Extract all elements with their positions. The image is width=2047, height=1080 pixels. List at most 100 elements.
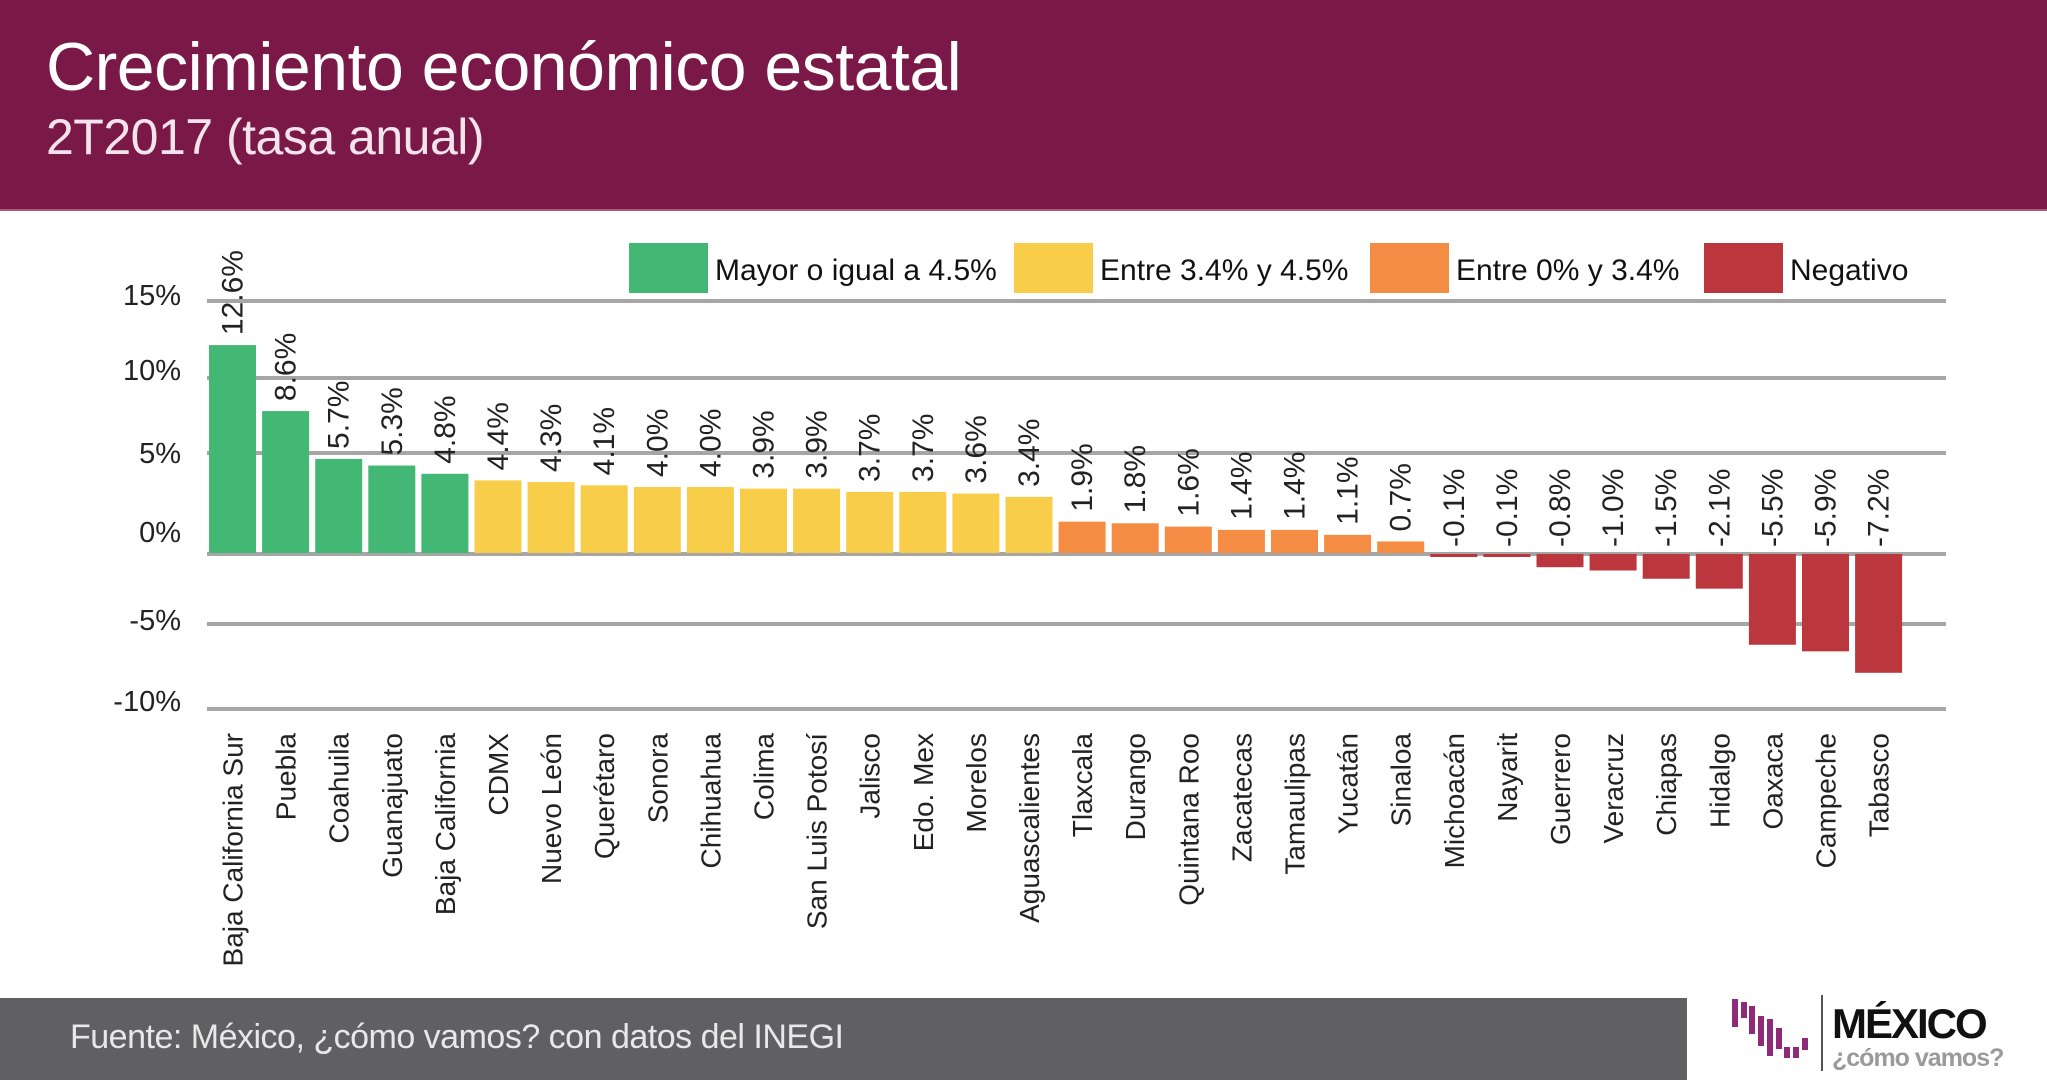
logo-bar	[1767, 1019, 1773, 1056]
bars	[209, 345, 1903, 673]
x-tick-label: Tamaulipas	[1280, 733, 1311, 875]
y-axis: 15% 10% 5% 0% -5% -10%	[113, 280, 181, 718]
x-tick-label: Campeche	[1811, 733, 1842, 868]
value-label: -7.2%	[1863, 469, 1896, 547]
x-tick-label: Coahuila	[324, 733, 355, 844]
logo-tagline: ¿cómo vamos?	[1832, 1044, 2004, 1072]
bar	[740, 488, 787, 553]
x-tick-label: San Luis Potosí	[802, 733, 833, 929]
x-tick-label: CDMX	[483, 733, 514, 816]
y-tick-label: 0%	[139, 517, 181, 549]
logo-bar	[1793, 1047, 1799, 1058]
source-note: Fuente: México, ¿cómo vamos? con datos d…	[70, 1018, 844, 1056]
value-label: 0.7%	[1385, 463, 1418, 531]
logo-bar	[1749, 1006, 1755, 1034]
bar	[1748, 554, 1796, 645]
value-label: 12.6%	[217, 250, 250, 335]
bar	[846, 491, 894, 553]
bar	[368, 465, 416, 553]
y-tick-label: -5%	[129, 605, 181, 637]
header-banner: Crecimiento económico estatal 2T2017 (ta…	[0, 0, 2047, 211]
legend-item: Entre 3.4% y 4.5%	[1014, 243, 1348, 293]
value-label: -0.1%	[1491, 469, 1524, 547]
bar	[1377, 541, 1425, 553]
legend-item: Entre 0% y 3.4%	[1370, 243, 1679, 293]
x-tick-label: Sonora	[642, 733, 673, 824]
footer-bar: Fuente: México, ¿cómo vamos? con datos d…	[0, 998, 1687, 1080]
bar	[686, 487, 734, 553]
value-label: 3.4%	[1013, 419, 1046, 487]
value-label: -0.8%	[1544, 469, 1577, 547]
x-tick-label: Oaxaca	[1757, 733, 1788, 830]
bar	[1695, 554, 1743, 589]
y-tick-label: 15%	[123, 280, 181, 312]
value-label: 1.9%	[1066, 443, 1099, 511]
value-label: 5.7%	[323, 381, 356, 449]
value-label: 1.8%	[1119, 445, 1152, 513]
logo-divider	[1821, 995, 1823, 1071]
value-label: 4.0%	[694, 409, 727, 477]
x-tick-label: Baja California Sur	[218, 733, 249, 966]
bar	[1483, 554, 1531, 557]
bar	[793, 488, 841, 553]
x-tick-label: Hidalgo	[1704, 733, 1735, 828]
legend-item: Mayor o igual a 4.5%	[629, 243, 997, 293]
bar	[262, 411, 310, 553]
value-label: 3.9%	[748, 410, 781, 478]
bar	[1271, 529, 1318, 553]
bar	[1589, 554, 1637, 571]
chart-subtitle: 2T2017 (tasa anual)	[46, 109, 485, 165]
legend-swatch	[1704, 243, 1783, 293]
value-label: -5.5%	[1756, 469, 1789, 547]
bar	[1217, 529, 1265, 553]
logo-bar	[1732, 999, 1738, 1027]
x-tick-label: Chihuahua	[695, 733, 726, 869]
bar	[1642, 554, 1690, 579]
bar	[1324, 534, 1372, 553]
x-tick-label: Zacatecas	[1226, 733, 1257, 862]
value-label: -0.1%	[1438, 469, 1471, 547]
value-label: -2.1%	[1703, 469, 1736, 547]
x-tick-label: Guanajuato	[377, 733, 408, 878]
logo-bar	[1776, 1028, 1782, 1049]
bar	[1005, 496, 1053, 553]
x-tick-label: Morelos	[961, 733, 992, 833]
bar	[952, 493, 1000, 553]
value-label: 8.6%	[270, 333, 303, 401]
bar	[315, 458, 363, 553]
logo-bars-icon	[1732, 999, 1808, 1058]
bar	[633, 487, 681, 553]
logo: MÉXICO ¿cómo vamos?	[1725, 990, 2047, 1080]
value-label: 4.1%	[588, 407, 621, 475]
x-tick-label: Querétaro	[589, 733, 620, 859]
x-tick-label: Nayarit	[1492, 733, 1523, 822]
bar	[1111, 523, 1159, 553]
x-tick-label: Quintana Roo	[1173, 733, 1204, 906]
legend-label: Entre 3.4% y 4.5%	[1100, 254, 1348, 287]
x-tick-label: Colima	[749, 733, 780, 821]
bar	[1164, 526, 1212, 553]
bar	[1058, 521, 1106, 553]
bar	[1430, 554, 1478, 557]
value-label: 1.6%	[1172, 448, 1205, 516]
value-labels: 12.6% 8.6% 5.7% 5.3% 4.8% 4.4% 4.3% 4.1% 4.0% 4.0…	[217, 250, 1896, 547]
bar	[209, 345, 256, 553]
value-label: 1.1%	[1332, 456, 1365, 524]
legend-label: Entre 0% y 3.4%	[1456, 254, 1679, 287]
bar	[899, 491, 947, 553]
bar	[421, 473, 469, 553]
x-tick-label: Sinaloa	[1386, 733, 1417, 827]
logo-wordmark: MÉXICO	[1832, 1000, 1988, 1047]
bar	[1855, 554, 1903, 673]
x-tick-label: Veracruz	[1598, 733, 1629, 844]
x-tick-label: Durango	[1120, 733, 1151, 840]
logo-bar	[1784, 1047, 1790, 1058]
value-label: -1.5%	[1650, 469, 1683, 547]
logo-bar	[1758, 1016, 1764, 1046]
x-tick-label: Edo. Mex	[908, 733, 939, 851]
x-tick-label: Chiapas	[1651, 733, 1682, 836]
y-tick-label: -10%	[113, 686, 181, 718]
legend-swatch	[629, 243, 708, 293]
bar	[474, 480, 522, 553]
value-label: 5.3%	[376, 387, 409, 455]
